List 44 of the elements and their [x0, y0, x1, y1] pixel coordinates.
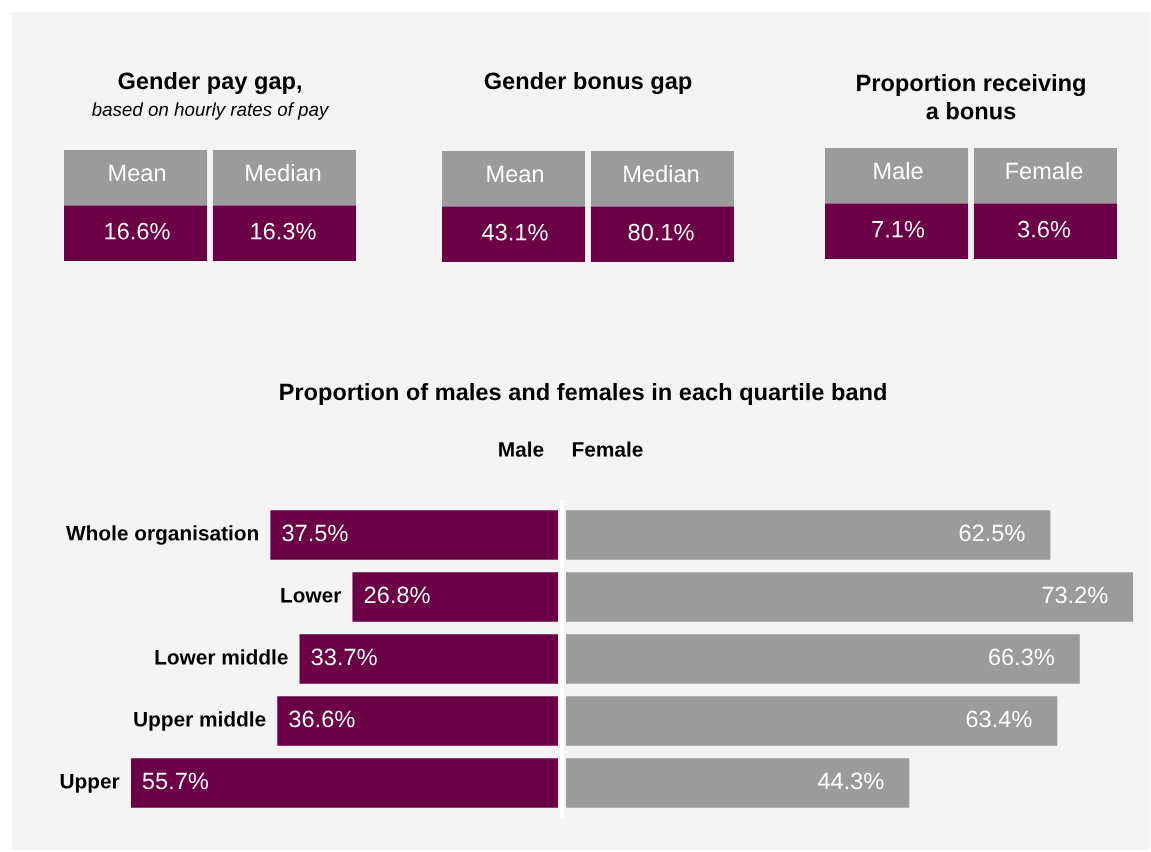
data-label: 63.4%: [966, 710, 1032, 728]
data-label: 36.6%: [289, 710, 355, 728]
text: 80.1%: [628, 223, 694, 241]
category-label: Mean: [109, 164, 165, 182]
data-label: 62.5%: [959, 524, 1025, 542]
data-label: 73.2%: [1042, 586, 1108, 604]
bar: [566, 572, 1134, 622]
text: Gender pay gap,: [118, 71, 301, 95]
data-label: 26.8%: [364, 586, 430, 604]
text: Male: [499, 441, 544, 457]
category-label: Whole organisation: [66, 525, 258, 545]
category-label: Mean: [487, 165, 543, 183]
category-label: Median: [246, 163, 321, 182]
bar: [566, 758, 910, 808]
bar: [130, 758, 558, 808]
text: based on hourly rates of pay: [91, 102, 330, 120]
text: Gender bonus gap: [484, 71, 692, 95]
bar: [566, 696, 1058, 746]
data-label: 66.3%: [989, 648, 1054, 666]
data-label: 55.7%: [142, 772, 208, 790]
category-label: Lower middle: [155, 649, 288, 665]
bar: [299, 634, 558, 684]
data-label: 33.7%: [311, 648, 377, 666]
bar: [270, 510, 558, 560]
text: Female: [572, 441, 643, 457]
text: 43.1%: [482, 223, 548, 241]
category-label: Lower: [281, 588, 342, 603]
text: Proportion receiving a bonus: [857, 73, 1085, 120]
category-label: Upper: [60, 774, 120, 793]
text: 16.6%: [105, 222, 170, 240]
category-label: Upper middle: [134, 711, 266, 731]
bar: [277, 696, 558, 746]
text: 3.6%: [1017, 220, 1071, 238]
chart-title: Proportion of males and females in each quartile band: [280, 382, 886, 405]
category-label: Male: [874, 161, 923, 180]
data-label: 37.5%: [282, 524, 348, 542]
bar: [352, 572, 558, 622]
category-label: Female: [1006, 161, 1083, 180]
text: 16.3%: [251, 222, 316, 240]
bar: [566, 634, 1080, 684]
data-label: 44.3%: [817, 772, 884, 790]
category-label: Median: [624, 164, 699, 183]
text: 7.1%: [872, 220, 925, 238]
bar: [566, 510, 1051, 560]
